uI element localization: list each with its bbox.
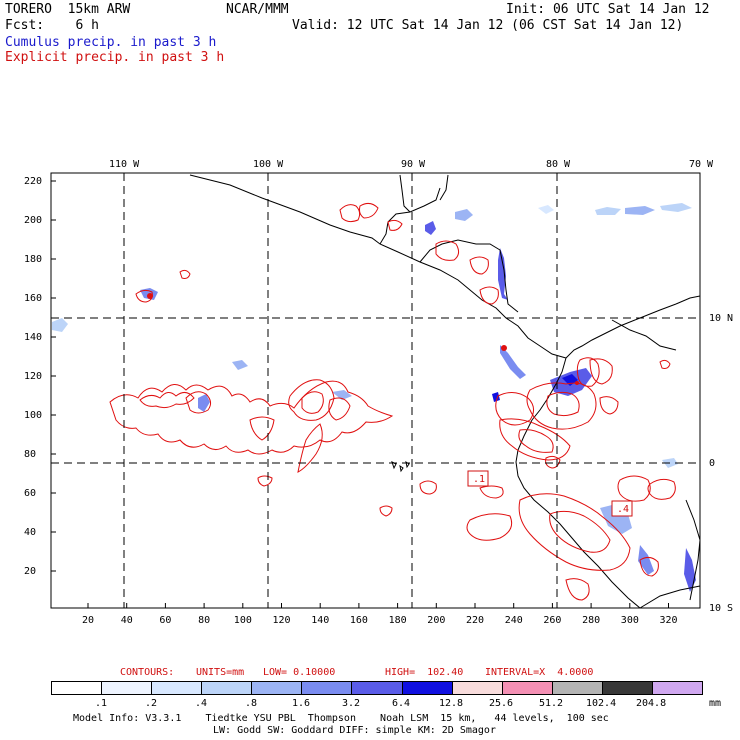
y-tick-label: 100 — [24, 410, 43, 421]
y-tick-label: 200 — [24, 215, 43, 226]
colorbar-swatch — [352, 682, 403, 694]
cumulus-precip-layer — [52, 203, 696, 592]
x-tick-label: 180 — [388, 615, 407, 626]
contour-label-low: .1 — [473, 474, 486, 485]
colorbar-swatch — [152, 682, 203, 694]
contour-label-mid: .4 — [617, 504, 630, 515]
colorbar-swatch — [402, 682, 453, 694]
colorbar-swatch — [652, 682, 703, 694]
lon-label-110w: 110 W — [109, 159, 140, 170]
contours-interval: INTERVAL=X 4.0000 — [485, 667, 594, 678]
y-tick-label: 120 — [24, 371, 43, 382]
x-tick-label: 100 — [233, 615, 252, 626]
colorbar-label: .4 — [195, 698, 208, 709]
y-tick-label: 180 — [24, 254, 43, 265]
contour-box-low — [467, 470, 489, 487]
colorbar-label: 204.8 — [636, 698, 667, 709]
contours-high: HIGH= 102.40 — [385, 667, 464, 678]
lat-label-10n: 10 N — [709, 313, 734, 324]
model-info-line2: LW: Godd SW: Goddard DIFF: simple KM: 2D… — [213, 725, 496, 736]
contour-box-mid — [611, 500, 633, 517]
x-tick-label: 320 — [659, 615, 678, 626]
x-tick-label: 220 — [466, 615, 485, 626]
lon-label-80w: 80 W — [546, 159, 571, 170]
colorbar-unit: mm — [709, 698, 722, 709]
x-tick-label: 40 — [120, 615, 133, 626]
x-tick-label: 240 — [504, 615, 523, 626]
y-tick-label: 20 — [24, 566, 37, 577]
x-tick-label: 120 — [272, 615, 291, 626]
init-time: Init: 06 UTC Sat 14 Jan 12 — [506, 2, 710, 17]
lat-lon-grid — [51, 173, 700, 608]
valid-time: Valid: 12 UTC Sat 14 Jan 12 (06 CST Sat … — [292, 18, 684, 33]
lat-label-0: 0 — [709, 458, 716, 469]
colorbar-label: 6.4 — [392, 698, 411, 709]
legend-cumulus: Cumulus precip. in past 3 h — [5, 35, 217, 50]
forecast-hour: Fcst: 6 h — [5, 18, 99, 33]
x-tick-label: 20 — [82, 615, 95, 626]
organization-label: NCAR/MMM — [226, 2, 289, 17]
colorbar-label: 51.2 — [539, 698, 564, 709]
legend-explicit: Explicit precip. in past 3 h — [5, 50, 225, 65]
y-tick-label: 160 — [24, 293, 43, 304]
colorbar-swatch — [252, 682, 303, 694]
x-tick-label: 300 — [620, 615, 639, 626]
x-tick-label: 140 — [311, 615, 330, 626]
model-info-line1: Model Info: V3.3.1 Tiedtke YSU PBL Thomp… — [73, 713, 609, 724]
x-tick-label: 200 — [427, 615, 446, 626]
x-tick-label: 80 — [198, 615, 211, 626]
x-tick-label: 260 — [543, 615, 562, 626]
colorbar-swatch — [602, 682, 653, 694]
colorbar-swatch — [552, 682, 603, 694]
color-bar — [51, 681, 703, 695]
x-tick-label: 280 — [582, 615, 601, 626]
colorbar-swatch — [202, 682, 253, 694]
x-tick-label: 60 — [159, 615, 172, 626]
colorbar-swatch — [502, 682, 553, 694]
colorbar-swatch — [302, 682, 353, 694]
lat-label-10s: 10 S — [709, 603, 734, 614]
colorbar-swatch — [102, 682, 153, 694]
colorbar-label: .2 — [145, 698, 158, 709]
model-title: TORERO 15km ARW — [5, 2, 131, 17]
axis-tick-marks — [51, 180, 669, 608]
map-frame — [50, 172, 701, 609]
colorbar-label: 102.4 — [586, 698, 617, 709]
colorbar-label: .1 — [95, 698, 108, 709]
y-tick-label: 40 — [24, 527, 37, 538]
contours-label: CONTOURS: — [120, 667, 175, 678]
contours-low: LOW= 0.10000 — [263, 667, 336, 678]
y-tick-label: 60 — [24, 488, 37, 499]
y-tick-label: 80 — [24, 449, 37, 460]
colorbar-label: .8 — [245, 698, 258, 709]
x-tick-label: 160 — [349, 615, 368, 626]
colorbar-label: 25.6 — [489, 698, 514, 709]
colorbar-label: 1.6 — [292, 698, 311, 709]
y-tick-label: 140 — [24, 332, 43, 343]
colorbar-label: 12.8 — [439, 698, 464, 709]
explicit-precip-layer — [109, 202, 676, 601]
colorbar-label: 3.2 — [342, 698, 361, 709]
lon-label-70w: 70 W — [689, 159, 714, 170]
lon-label-90w: 90 W — [401, 159, 426, 170]
contours-units: UNITS=mm — [196, 667, 245, 678]
colorbar-swatch — [452, 682, 503, 694]
lon-label-100w: 100 W — [253, 159, 284, 170]
colorbar-swatch — [52, 682, 103, 694]
coastline-layer — [189, 174, 701, 609]
y-tick-label: 220 — [24, 176, 43, 187]
